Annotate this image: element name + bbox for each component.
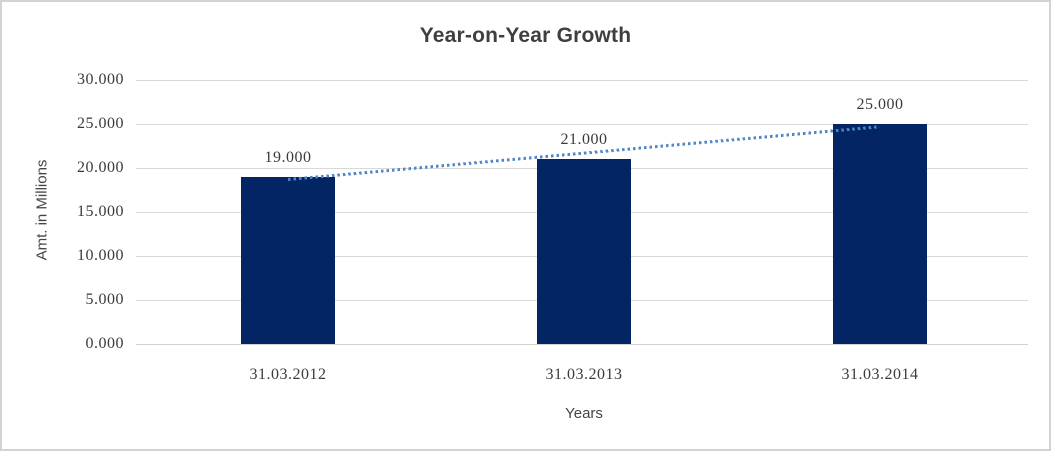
- y-axis-tick-label: 15.000: [77, 203, 124, 220]
- bar: [241, 176, 335, 344]
- bar: [537, 159, 631, 344]
- chart-title: Year-on-Year Growth: [419, 24, 632, 47]
- x-axis-tick-label: 31.03.2013: [545, 366, 623, 383]
- y-axis-tick-label: 5.000: [85, 291, 124, 308]
- gridline: [136, 124, 1028, 125]
- x-axis-tick-label: 31.03.2012: [249, 366, 327, 383]
- y-axis-tick-label: 10.000: [77, 247, 124, 264]
- x-axis-title: Years: [565, 405, 603, 422]
- y-axis-ticks: 30.000 25.000 20.000 15.000 10.000 5.000 0.000: [2, 71, 124, 352]
- y-axis-tick-label: 0.000: [85, 335, 124, 352]
- bar-data-label: 19.000: [264, 148, 312, 166]
- gridline: [136, 344, 1028, 345]
- plot-area: 19.000 21.000 25.000: [136, 80, 1028, 345]
- x-axis-ticks: 31.03.2012 31.03.2013 31.03.2014: [140, 365, 1028, 385]
- gridline: [136, 80, 1028, 81]
- bar-data-label: 21.000: [560, 131, 608, 149]
- y-axis-tick-label: 25.000: [77, 115, 124, 132]
- x-axis-tick-label: 31.03.2014: [841, 366, 919, 383]
- bar-data-label: 25.000: [856, 96, 904, 113]
- y-axis-tick-label: 30.000: [77, 71, 124, 88]
- y-axis-tick-label: 20.000: [77, 159, 124, 176]
- bar: [833, 124, 927, 344]
